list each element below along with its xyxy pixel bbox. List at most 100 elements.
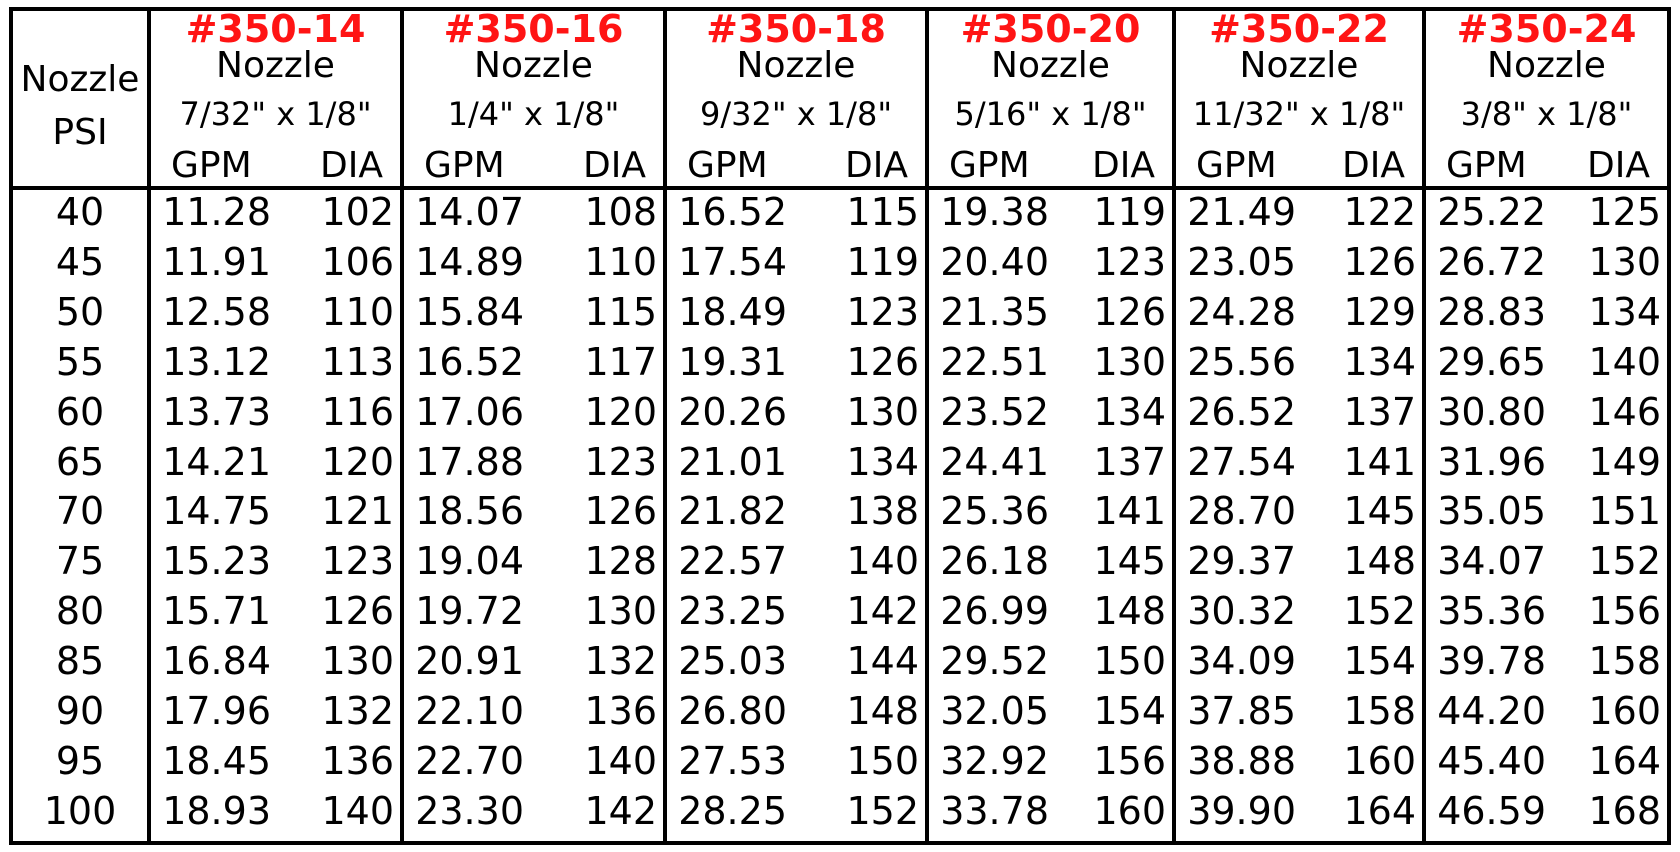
dia-value: 120 [584, 389, 657, 434]
gpm-value: 19.72 [415, 589, 524, 634]
column-separator [663, 7, 667, 845]
dia-value: 140 [584, 738, 657, 783]
dia-value: 108 [584, 190, 657, 234]
gpm-value: 33.78 [940, 788, 1049, 833]
dia-value: 126 [1343, 239, 1416, 284]
dia-value: 136 [584, 689, 657, 733]
nozzle-size-label: 3/8" x 1/8" [1460, 95, 1633, 133]
dia-value: 160 [1588, 689, 1661, 733]
dia-value: 117 [584, 339, 657, 384]
dia-header: DIA [583, 145, 646, 186]
gpm-value: 29.65 [1437, 339, 1546, 384]
gpm-value: 34.09 [1187, 639, 1296, 684]
gpm-value: 17.96 [162, 689, 271, 733]
dia-value: 148 [1343, 539, 1416, 584]
dia-value: 141 [1343, 439, 1416, 484]
nozzle-model-label: #350-22 [1209, 7, 1389, 51]
gpm-value: 17.54 [678, 239, 787, 284]
dia-value: 164 [1588, 738, 1661, 783]
gpm-value: 15.71 [162, 589, 271, 634]
dia-value: 123 [1093, 239, 1166, 284]
dia-value: 123 [584, 439, 657, 484]
psi-value: 50 [55, 289, 105, 334]
psi-value: 65 [55, 439, 105, 484]
dia-value: 134 [1588, 289, 1661, 334]
gpm-value: 21.82 [678, 489, 787, 534]
gpm-value: 21.35 [940, 289, 1049, 334]
gpm-value: 25.36 [940, 489, 1049, 534]
nozzle-name-label: Nozzle [216, 45, 335, 86]
dia-value: 145 [1343, 489, 1416, 534]
dia-value: 134 [846, 439, 919, 484]
psi-header-line1: Nozzle [20, 59, 140, 100]
dia-value: 137 [1093, 439, 1166, 484]
dia-value: 110 [321, 289, 394, 334]
gpm-value: 18.56 [415, 489, 524, 534]
dia-value: 119 [1093, 190, 1166, 234]
gpm-value: 44.20 [1437, 689, 1546, 733]
dia-value: 132 [584, 639, 657, 684]
psi-value: 85 [55, 639, 105, 684]
dia-value: 140 [1588, 339, 1661, 384]
nozzle-size-label: 5/16" x 1/8" [954, 95, 1147, 133]
psi-value: 45 [55, 239, 105, 284]
dia-value: 146 [1588, 389, 1661, 434]
gpm-value: 14.75 [162, 489, 271, 534]
dia-value: 148 [846, 689, 919, 733]
gpm-value: 24.41 [940, 439, 1049, 484]
gpm-value: 26.72 [1437, 239, 1546, 284]
gpm-value: 19.04 [415, 539, 524, 584]
dia-value: 141 [1093, 489, 1166, 534]
dia-value: 156 [1588, 589, 1661, 634]
dia-value: 150 [846, 738, 919, 783]
gpm-value: 19.38 [940, 190, 1049, 234]
dia-value: 140 [321, 788, 394, 833]
dia-value: 136 [321, 738, 394, 783]
header-divider [9, 186, 1671, 190]
gpm-value: 31.96 [1437, 439, 1546, 484]
nozzle-name-label: Nozzle [1239, 45, 1359, 86]
dia-value: 152 [1588, 539, 1661, 584]
gpm-value: 16.52 [678, 190, 787, 234]
nozzle-name-label: Nozzle [1487, 45, 1606, 86]
gpm-value: 29.52 [940, 639, 1049, 684]
gpm-value: 23.52 [940, 389, 1049, 434]
gpm-value: 39.78 [1437, 639, 1546, 684]
psi-value: 60 [55, 389, 105, 434]
gpm-value: 28.25 [678, 788, 787, 833]
gpm-value: 18.49 [678, 289, 787, 334]
column-separator [147, 7, 151, 845]
dia-value: 142 [846, 589, 919, 634]
gpm-value: 23.25 [678, 589, 787, 634]
gpm-value: 21.01 [678, 439, 787, 484]
nozzle-model-label: #350-14 [185, 7, 366, 51]
gpm-value: 26.99 [940, 589, 1049, 634]
nozzle-name-label: Nozzle [991, 45, 1110, 86]
dia-value: 110 [584, 239, 657, 284]
dia-header: DIA [845, 145, 908, 186]
nozzle-name-label: Nozzle [474, 45, 593, 86]
dia-value: 115 [584, 289, 657, 334]
dia-value: 145 [1093, 539, 1166, 584]
dia-value: 152 [1343, 589, 1416, 634]
dia-value: 152 [846, 788, 919, 833]
gpm-value: 16.84 [162, 639, 271, 684]
nozzle-size-label: 1/4" x 1/8" [447, 95, 620, 133]
gpm-value: 26.18 [940, 539, 1049, 584]
nozzle-size-label: 9/32" x 1/8" [699, 95, 893, 133]
table-border [9, 7, 1671, 845]
gpm-value: 14.89 [415, 239, 524, 284]
gpm-value: 30.32 [1187, 589, 1296, 634]
psi-value: 90 [55, 689, 105, 733]
dia-value: 113 [321, 339, 394, 384]
dia-value: 160 [1093, 788, 1166, 833]
gpm-value: 13.73 [162, 389, 271, 434]
gpm-value: 18.45 [162, 738, 271, 783]
dia-value: 151 [1588, 489, 1661, 534]
gpm-value: 15.23 [162, 539, 271, 584]
nozzle-size-label: 11/32" x 1/8" [1192, 95, 1406, 133]
dia-value: 144 [846, 639, 919, 684]
dia-header: DIA [1587, 145, 1650, 186]
column-separator [925, 7, 929, 845]
